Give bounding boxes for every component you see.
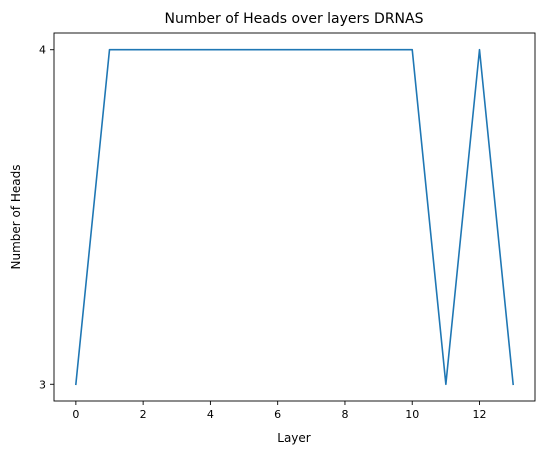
x-tick-label: 12 [473,408,487,421]
x-axis-label: Layer [277,431,311,445]
y-tick-label: 3 [39,378,46,391]
x-tick-label: 10 [405,408,419,421]
x-tick-label: 4 [207,408,214,421]
y-axis-label: Number of Heads [9,164,23,269]
x-tick-label: 2 [140,408,147,421]
plot-area [53,32,536,402]
x-tick-label: 8 [341,408,348,421]
series-layer [74,48,515,386]
x-tick-label: 0 [72,408,79,421]
chart-title: Number of Heads over layers DRNAS [165,11,424,27]
y-tick-label: 4 [39,44,46,57]
x-axis: 0 2 4 6 8 10 12 [72,401,487,421]
series-line-0 [74,48,515,386]
axes-frame [53,32,536,402]
y-axis: 34 [39,44,54,391]
x-tick-label: 6 [274,408,281,421]
